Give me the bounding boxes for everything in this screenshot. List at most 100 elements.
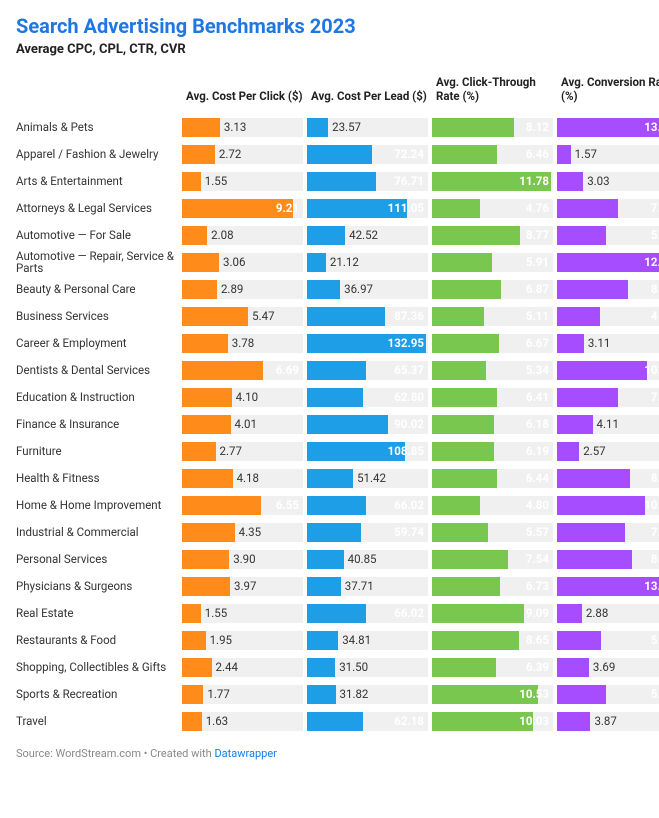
- metric-cell-cpl: 31.82: [307, 681, 432, 708]
- metric-cell-cpc: 1.63: [182, 708, 307, 735]
- chart-title: Search Advertising Benchmarks 2023: [16, 14, 643, 38]
- table-row: Animals & Pets3.1323.578.1213.41: [16, 114, 659, 141]
- metric-cell-ctr: 6.19: [432, 438, 557, 465]
- bar-cvr: [557, 388, 618, 407]
- metric-cell-cvr: 3.11: [557, 330, 659, 357]
- bar-cvr: [557, 334, 584, 353]
- category-label: Furniture: [16, 438, 182, 465]
- value-label-cvr: 13.41: [558, 118, 659, 137]
- metric-cell-cpc: 1.77: [182, 681, 307, 708]
- bar-ctr: [432, 415, 494, 434]
- value-label-cvr: 2.57: [579, 442, 605, 461]
- source-link[interactable]: Datawrapper: [214, 747, 276, 760]
- value-label-ctr: 6.18: [487, 415, 549, 434]
- bar-cpc: [182, 631, 206, 650]
- table-row: Restaurants & Food1.9534.818.655.06: [16, 627, 659, 654]
- table-row: Education & Instruction4.1062.806.417.07: [16, 384, 659, 411]
- metric-cell-cpl: 87.36: [307, 303, 432, 330]
- metric-cell-cpl: 66.02: [307, 600, 432, 627]
- metric-cell-cvr: 7.00: [557, 195, 659, 222]
- metric-cell-cpl: 23.57: [307, 114, 432, 141]
- value-label-cpl: 21.12: [326, 253, 359, 272]
- metric-cell-cvr: 2.57: [557, 438, 659, 465]
- value-label-ctr: 6.39: [485, 658, 549, 677]
- bar-cpc: [182, 280, 217, 299]
- metric-cell-cvr: 13.41: [557, 114, 659, 141]
- bar-cvr: [557, 145, 571, 164]
- value-label-ctr: 6.44: [484, 469, 549, 488]
- metric-cell-ctr: 8.12: [432, 114, 557, 141]
- metric-cell-cpl: 76.71: [307, 168, 432, 195]
- header-cvr: Avg. Conversion Rate (%): [557, 75, 659, 114]
- metric-cell-cpl: 108.85: [307, 438, 432, 465]
- bar-ctr: [432, 496, 480, 515]
- bar-ctr: [432, 361, 486, 380]
- bar-cpl: [307, 118, 328, 137]
- bar-cpc: [182, 523, 235, 542]
- value-label-cvr: 3.69: [589, 658, 615, 677]
- header-row: Avg. Cost Per Click ($) Avg. Cost Per Le…: [16, 75, 659, 114]
- bar-cpl: [307, 712, 363, 731]
- value-label-ctr: 8.65: [462, 631, 549, 650]
- value-label-cpc: 3.06: [219, 253, 245, 272]
- bar-cpc: [182, 415, 231, 434]
- value-label-ctr: 4.76: [501, 199, 549, 218]
- value-label-cpl: 62.80: [368, 388, 424, 407]
- metric-cell-cpc: 1.95: [182, 627, 307, 654]
- value-label-cpl: 76.71: [355, 172, 424, 191]
- value-label-ctr: 9.09: [457, 604, 549, 623]
- bar-ctr: [432, 307, 484, 326]
- metric-cell-cpc: 1.55: [182, 168, 307, 195]
- value-label-ctr: 6.87: [480, 280, 549, 299]
- value-label-cpc: 3.78: [228, 334, 254, 353]
- metric-cell-ctr: 8.77: [432, 222, 557, 249]
- metric-cell-cpc: 6.69: [182, 357, 307, 384]
- metric-cell-cpl: 65.37: [307, 357, 432, 384]
- metric-cell-cpc: 4.18: [182, 465, 307, 492]
- category-label: Sports & Recreation: [16, 681, 182, 708]
- category-label: Health & Fitness: [16, 465, 182, 492]
- metric-cell-cvr: 10.40: [557, 357, 659, 384]
- category-label: Attorneys & Legal Services: [16, 195, 182, 222]
- value-label-cpl: 87.36: [346, 307, 424, 326]
- metric-cell-cpc: 2.08: [182, 222, 307, 249]
- bar-cvr: [557, 442, 579, 461]
- value-label-cvr: 8.40: [601, 469, 659, 488]
- bar-cvr: [557, 226, 606, 245]
- value-label-ctr: 10.03: [448, 712, 549, 731]
- metric-cell-cvr: 7.91: [557, 519, 659, 546]
- metric-cell-cvr: 5.06: [557, 627, 659, 654]
- category-label: Finance & Insurance: [16, 411, 182, 438]
- value-label-cpl: 31.50: [335, 658, 368, 677]
- table-row: Dentists & Dental Services6.6965.375.341…: [16, 357, 659, 384]
- metric-cell-cpl: 90.02: [307, 411, 432, 438]
- bar-ctr: [432, 253, 492, 272]
- value-label-cvr: 13.12: [561, 577, 659, 596]
- metric-cell-cpc: 2.77: [182, 438, 307, 465]
- value-label-cvr: 5.72: [625, 226, 659, 245]
- value-label-cpc: 1.55: [201, 604, 227, 623]
- metric-cell-cvr: 8.40: [557, 465, 659, 492]
- header-category: [16, 75, 182, 114]
- table-row: Arts & Entertainment1.5576.7111.783.03: [16, 168, 659, 195]
- benchmark-table: Avg. Cost Per Click ($) Avg. Cost Per Le…: [16, 75, 659, 735]
- bar-cpl: [307, 361, 366, 380]
- value-label-cpc: 1.63: [202, 712, 228, 731]
- metric-cell-cpc: 2.89: [182, 276, 307, 303]
- value-label-cvr: 12.61: [565, 253, 659, 272]
- bar-cpl: [307, 604, 366, 623]
- value-label-cpc: 6.55: [220, 496, 299, 515]
- table-row: Travel1.6362.1810.033.87: [16, 708, 659, 735]
- table-row: Finance & Insurance4.0190.026.184.11: [16, 411, 659, 438]
- category-label: Career & Employment: [16, 330, 182, 357]
- table-row: Furniture2.77108.856.19 2.57: [16, 438, 659, 465]
- value-label-cpl: 111.05: [324, 199, 424, 218]
- metric-cell-cpl: 36.97: [307, 276, 432, 303]
- metric-cell-cvr: 3.03: [557, 168, 659, 195]
- metric-cell-ctr: 6.73: [432, 573, 557, 600]
- table-body: Animals & Pets3.1323.578.1213.41Apparel …: [16, 114, 659, 735]
- bar-cpc: [182, 118, 220, 137]
- bar-cpl: [307, 388, 363, 407]
- metric-cell-cpc: 9.21: [182, 195, 307, 222]
- bar-cpc: [182, 550, 229, 569]
